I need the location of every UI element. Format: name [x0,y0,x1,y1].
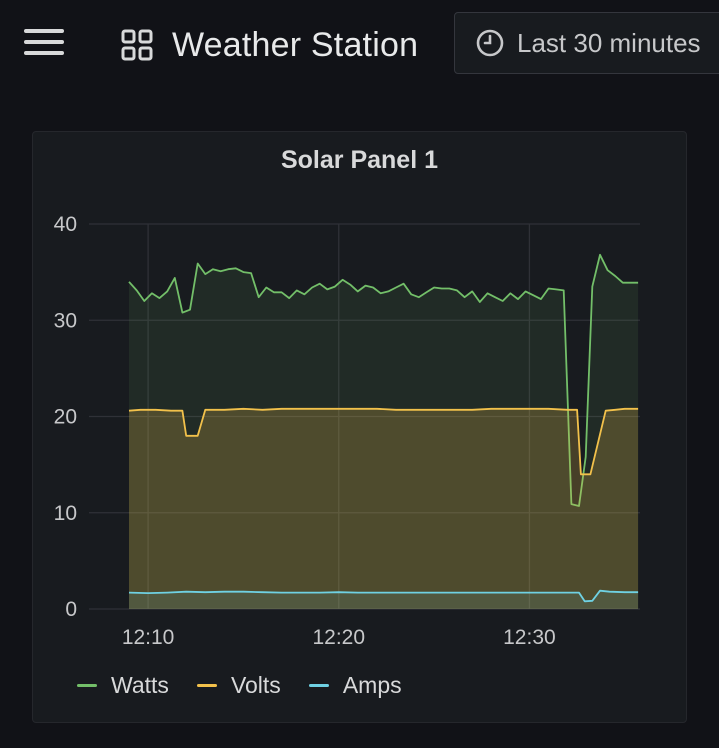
page-title: Weather Station [172,25,419,64]
time-range-label: Last 30 minutes [517,27,701,58]
legend-label: Amps [342,672,402,698]
legend-swatch [196,684,217,687]
y-tick-label: 20 [54,406,77,429]
time-range-picker-button[interactable]: Last 30 minutes [454,12,719,74]
y-tick-label: 30 [54,309,77,332]
series-area-volts [129,408,639,609]
dashboard-title-link[interactable]: Weather Station [120,20,418,70]
legend-swatch [77,684,97,687]
legend-label: Watts [111,672,169,698]
time-series-chart[interactable]: 0 10 20 30 40 12:10 12:20 12:30 [33,132,688,724]
panel-title[interactable]: Solar Panel 1 [280,146,439,174]
y-tick-label: 10 [54,502,77,525]
dashboard-grid-icon [121,29,153,61]
legend-item-amps[interactable]: Amps [308,672,402,699]
legend-swatch [308,684,329,687]
y-tick-label: 0 [65,598,77,621]
menu-line [24,51,64,55]
menu-line [24,40,64,44]
legend-item-watts[interactable]: Watts [77,672,169,699]
clock-icon [476,29,504,57]
legend-label: Volts [230,672,281,698]
series-area-amps [129,590,639,609]
y-tick-label: 40 [54,213,77,236]
chart-legend: Watts Volts Amps [77,672,402,699]
legend-item-volts[interactable]: Volts [196,672,281,699]
x-tick-label: 12:20 [312,626,365,649]
x-tick-label: 12:30 [503,626,556,649]
series-line-amps [128,589,639,603]
x-tick-label: 12:10 [122,626,175,649]
series-area-watts [129,254,639,610]
hamburger-menu-icon[interactable] [24,24,72,60]
top-navbar: Weather Station Last 30 minutes [0,0,719,90]
series-line-volts [128,407,639,476]
menu-line [24,29,64,33]
solar-panel-graph: Solar Panel 1 0 10 20 30 40 12:10 12:20 12:30 W… [32,131,687,723]
series-line-watts [128,253,639,507]
